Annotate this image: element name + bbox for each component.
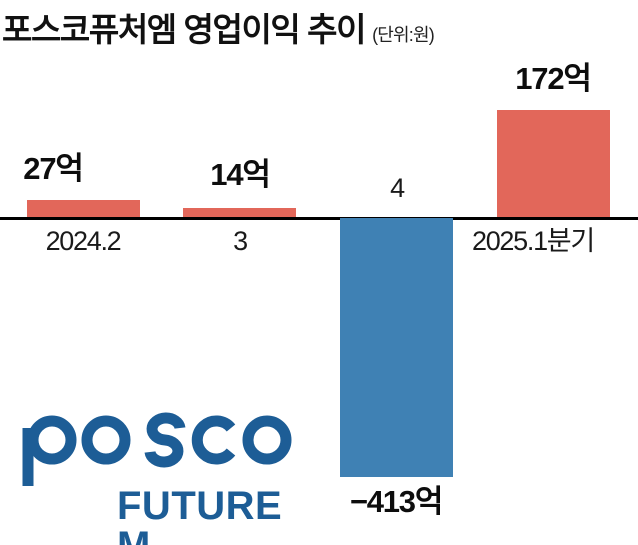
chart-plot-area: 27억 2024.2 14억 3 4 −413억 172억 2025.1분기: [0, 46, 638, 545]
bar-2: [340, 218, 453, 477]
unit-label: (단위:원): [372, 25, 435, 45]
bar-category-label-0: 2024.2: [45, 226, 122, 256]
page-title: 포스코퓨처엠 영업이익 추이: [2, 11, 366, 48]
bar-3: [497, 110, 610, 217]
bar-value-label-3: 172억: [515, 61, 592, 96]
logo-subbrand-text: FUTURE M: [117, 484, 283, 545]
chart-header: 포스코퓨처엠 영업이익 추이 (단위:원): [0, 0, 638, 46]
bar-value-label-2: −413억: [349, 484, 444, 519]
bar-value-label-1: 14억: [210, 157, 271, 192]
bar-0: [27, 200, 140, 217]
bar-value-label-0: 27억: [23, 151, 84, 186]
bar-category-label-3: 2025.1분기: [472, 226, 595, 256]
bar-1: [183, 208, 296, 217]
bar-category-label-2: 4: [390, 173, 405, 203]
posco-wordmark-icon: [22, 412, 292, 486]
zero-axis-line: [0, 217, 638, 220]
bar-category-label-1: 3: [233, 226, 248, 256]
posco-future-m-logo: FUTURE M: [22, 408, 322, 545]
